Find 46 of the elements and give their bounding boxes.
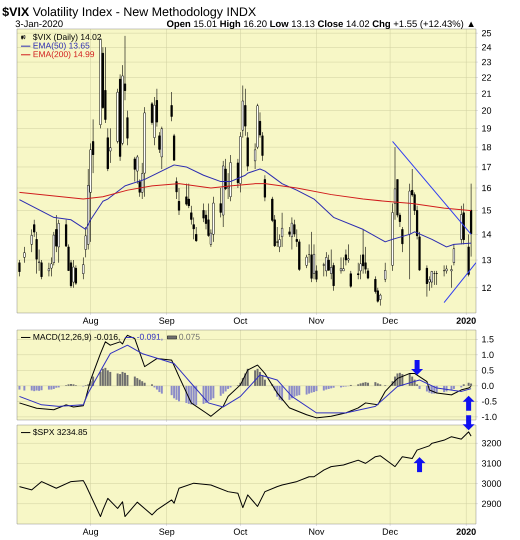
y-tick-label: 1.5 <box>482 336 494 342</box>
legend-label: $VIX (Daily) 14.02 <box>32 34 102 42</box>
x-tick-label: 2020 <box>456 318 476 324</box>
y-tick-label: 14 <box>482 231 492 238</box>
y-tick-label: 12 <box>482 284 492 291</box>
legend-label: EMA(50) 13.65 <box>34 42 90 50</box>
y-tick-label: 22 <box>482 74 492 81</box>
y-tick-label: 3100 <box>482 460 502 467</box>
x-tick-label: Oct <box>234 318 248 324</box>
x-tick-label: Oct <box>234 528 248 535</box>
y-tick-label: -1.0 <box>482 414 497 420</box>
y-tick-label: 2900 <box>482 500 502 507</box>
y-tick-label: 19 <box>482 125 492 132</box>
legend-label: 0.075 <box>179 334 200 340</box>
x-tick-label: Aug <box>82 528 98 537</box>
y-tick-label: 15 <box>482 207 492 214</box>
legend-label: $SPX 3234.85 <box>32 428 88 436</box>
x-tick-label: Dec <box>382 528 398 535</box>
legend-label: EMA(200) 14.99 <box>34 50 94 59</box>
y-tick-label: 0.5 <box>482 367 494 374</box>
y-tick-label: 0.0 <box>482 382 494 390</box>
y-tick-label: 13 <box>482 256 492 264</box>
x-tick-label: Sep <box>159 528 174 537</box>
x-tick-label: Dec <box>382 318 398 324</box>
y-tick-label: -0.5 <box>482 398 497 405</box>
legend-label: -0.091, <box>137 334 162 341</box>
x-tick-label: Nov <box>309 318 324 324</box>
y-tick-label: 23 <box>482 58 492 66</box>
x-tick-label: Aug <box>82 318 98 326</box>
chart-subtitle: 3-Jan-2020 <box>16 20 63 28</box>
x-tick-label: 2020 <box>456 528 476 535</box>
y-tick-label: 1.0 <box>482 352 494 358</box>
chart-title: $VIX Volatility Index - New Methodology INDX <box>2 6 256 19</box>
legend-label: MACD(12,26,9) -0.016, <box>34 334 120 342</box>
x-tick-label: Nov <box>309 528 324 535</box>
y-tick-label: 3000 <box>482 480 502 487</box>
y-tick-label: 20 <box>482 107 492 114</box>
y-tick-label: 17 <box>482 164 492 170</box>
y-tick-label: 21 <box>482 90 492 97</box>
x-tick-label: Sep <box>159 318 174 326</box>
y-tick-label: 24 <box>482 44 492 50</box>
y-tick-label: 3200 <box>482 440 502 446</box>
text: Open 15.01 High 16.20 Low 13.13 Close 14.02 Chg +1.55 (+12.43%) ▲ <box>166 20 474 30</box>
y-tick-label: 18 <box>482 144 492 150</box>
y-tick-label: 25 <box>482 30 492 36</box>
y-tick-label: 16 <box>482 184 492 192</box>
